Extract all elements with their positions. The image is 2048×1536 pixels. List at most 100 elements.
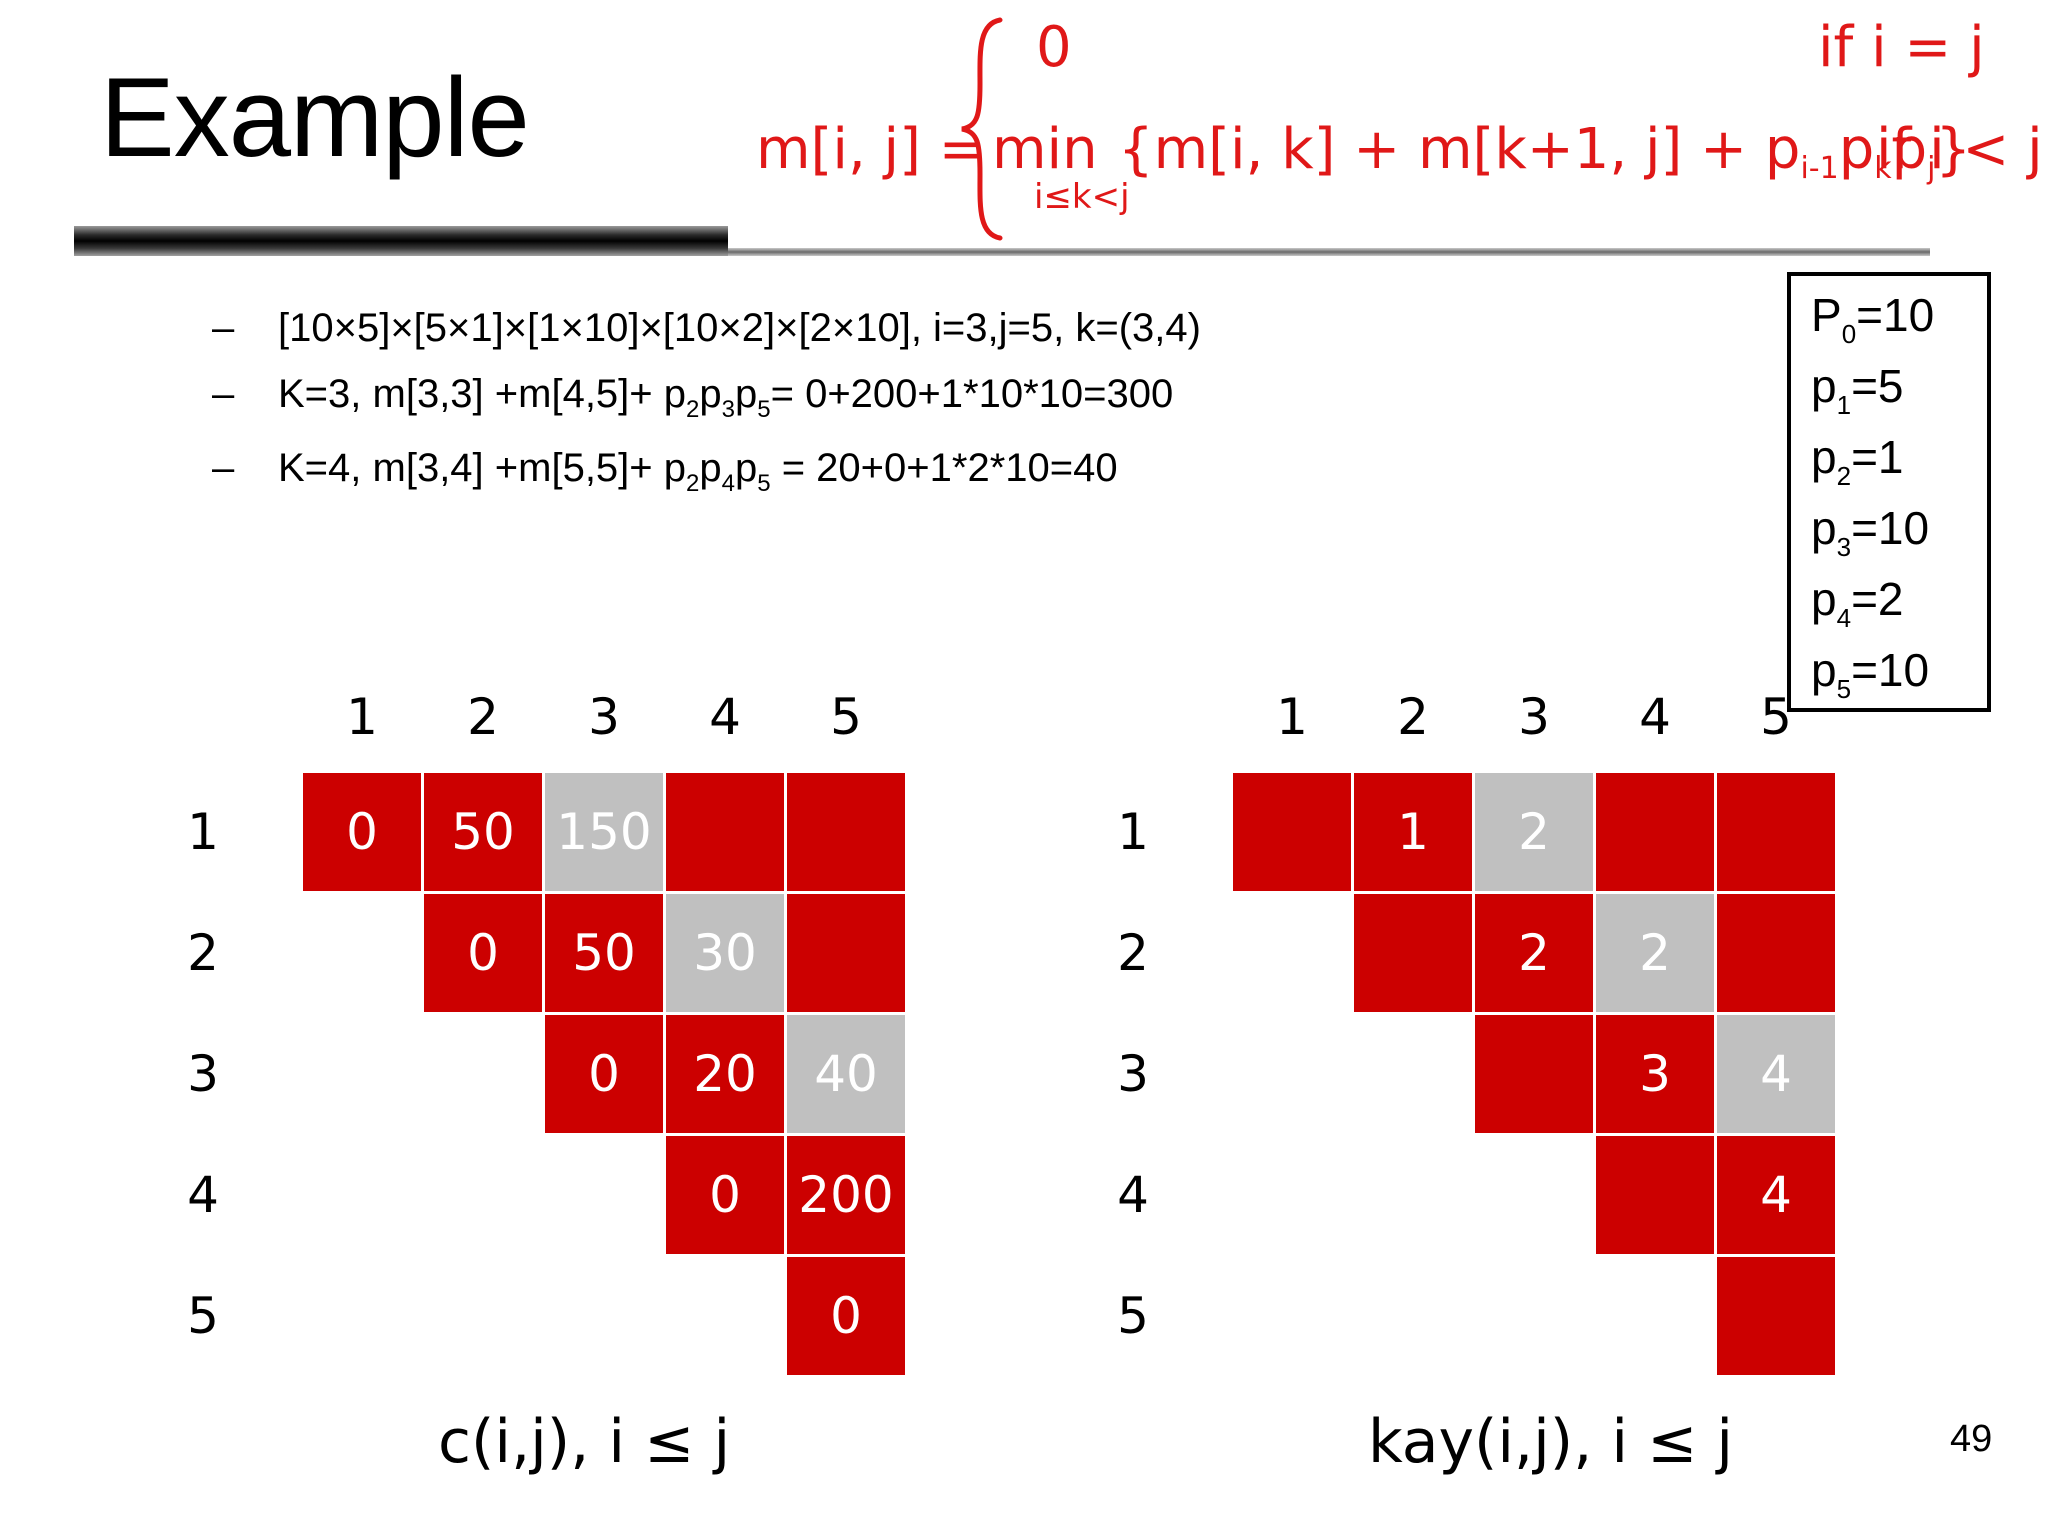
table-cell (1354, 894, 1472, 1012)
table-cell (1233, 773, 1351, 891)
b2-post: = 0+200+1*10*10=300 (770, 372, 1174, 416)
formula-min: min (992, 117, 1098, 182)
column-header: 5 (830, 688, 862, 746)
b2-sub3: 5 (757, 396, 771, 423)
p-value: =5 (1851, 360, 1904, 412)
page-title: Example (100, 55, 530, 180)
formula-case1-value: 0 (1036, 15, 1072, 80)
p-value-line: p5=10 (1811, 647, 1929, 702)
table-cell (1596, 773, 1714, 891)
formula-min-subscript: i≤k<j (1034, 177, 1130, 217)
table-cell: 1 (1354, 773, 1472, 891)
table-cell (787, 894, 905, 1012)
b3-m1: p (699, 446, 722, 490)
b3-pre: K=4, m[3,4] +m[5,5]+ p (278, 446, 687, 490)
formula-lhs: m[i, j] = (756, 117, 986, 182)
formula-sub-j: j (1927, 151, 1936, 186)
p-subscript: 3 (1836, 532, 1852, 562)
row-header: 5 (187, 1287, 219, 1345)
b3-post: = 20+0+1*2*10=40 (770, 446, 1118, 490)
b3-sub1: 2 (686, 470, 700, 497)
formula-sub-k: k (1874, 151, 1892, 186)
row-header: 3 (1117, 1045, 1149, 1103)
p-value-line: p4=2 (1811, 576, 1904, 631)
table-cell (1717, 894, 1835, 1012)
bullet-dash: – (212, 372, 235, 416)
title-underline-thick (74, 226, 728, 256)
row-header: 1 (187, 803, 219, 861)
page-number: 49 (1950, 1418, 1993, 1460)
p-value-line: p2=1 (1811, 434, 1904, 489)
table-cell (1717, 773, 1835, 891)
bullet-dash: – (212, 446, 235, 490)
column-header: 4 (709, 688, 741, 746)
row-header: 1 (1117, 803, 1149, 861)
b2-sub1: 2 (686, 396, 700, 423)
table-cell: 0 (787, 1257, 905, 1375)
b2-m2: p (734, 372, 758, 416)
p-subscript: 1 (1836, 390, 1852, 420)
formula-case1-condition: if i = j (1818, 15, 1985, 80)
table-cell (666, 773, 784, 891)
table-caption: c(i,j), i ≤ j (438, 1407, 731, 1477)
left-brace-icon (961, 17, 1003, 241)
table-cell: 4 (1717, 1015, 1835, 1133)
b2-pre: K=3, m[3,3] +m[4,5]+ p (278, 372, 687, 416)
column-header: 1 (346, 688, 378, 746)
table-cell (787, 773, 905, 891)
table-caption: kay(i,j), i ≤ j (1368, 1407, 1734, 1477)
table-cell: 30 (666, 894, 784, 1012)
table-cell (1475, 1015, 1593, 1133)
row-header: 2 (1117, 924, 1149, 982)
p-value: =10 (1851, 502, 1930, 554)
table-cell: 2 (1596, 894, 1714, 1012)
title-underline-thin (728, 248, 1930, 256)
table-cell: 2 (1475, 773, 1593, 891)
formula-body-b: p (1838, 117, 1875, 182)
table-cell: 50 (424, 773, 542, 891)
b2-m1: p (699, 372, 722, 416)
formula-case2-body: {m[i, k] + m[k+1, j] + pi-1pkpj} (1118, 122, 1971, 184)
b3-sub2: 4 (721, 470, 735, 497)
formula-sub-i1: i-1 (1800, 151, 1839, 186)
table-cell: 40 (787, 1015, 905, 1133)
row-header: 3 (187, 1045, 219, 1103)
bullet-text: K=4, m[3,4] +m[5,5]+ p2p4p5 = 20+0+1*2*1… (278, 448, 1118, 496)
b3-m2: p (734, 446, 758, 490)
row-header: 4 (1117, 1166, 1149, 1224)
p-subscript: 4 (1836, 603, 1852, 633)
p-subscript: 5 (1836, 674, 1852, 704)
column-header: 2 (467, 688, 499, 746)
column-header: 3 (1518, 688, 1550, 746)
p-value: =1 (1851, 431, 1904, 483)
p-name: p (1811, 431, 1837, 483)
p-name: p (1811, 644, 1837, 696)
p-name: p (1811, 573, 1837, 625)
formula-body-c: p (1891, 117, 1928, 182)
table-cell (1596, 1136, 1714, 1254)
formula-body-a: {m[i, k] + m[k+1, j] + p (1118, 117, 1801, 182)
column-header: 4 (1639, 688, 1671, 746)
p-name: p (1811, 502, 1837, 554)
column-header: 5 (1760, 688, 1792, 746)
formula-body-d: } (1935, 117, 1972, 182)
table-cell: 4 (1717, 1136, 1835, 1254)
table-cell: 0 (666, 1136, 784, 1254)
b3-sub3: 5 (757, 470, 771, 497)
table-cell: 50 (545, 894, 663, 1012)
table-cell: 0 (303, 773, 421, 891)
bullet-dash: – (212, 306, 235, 350)
table-cell: 0 (424, 894, 542, 1012)
p-value-line: P0=10 (1811, 292, 1934, 347)
table-cell: 0 (545, 1015, 663, 1133)
table-cell: 3 (1596, 1015, 1714, 1133)
p-values-box: P0=10 p1=5 p2=1 p3=10 p4=2 p5=10 (1787, 272, 1991, 712)
formula-case2-condition: if i < j (1876, 117, 2043, 182)
p-name: P (1811, 289, 1842, 341)
column-header: 2 (1397, 688, 1429, 746)
p-value: =2 (1851, 573, 1904, 625)
p-subscript: 2 (1836, 461, 1852, 491)
p-value: =10 (1851, 644, 1930, 696)
p-value-line: p1=5 (1811, 363, 1904, 418)
bullet-text: K=3, m[3,3] +m[4,5]+ p2p3p5= 0+200+1*10*… (278, 374, 1173, 422)
